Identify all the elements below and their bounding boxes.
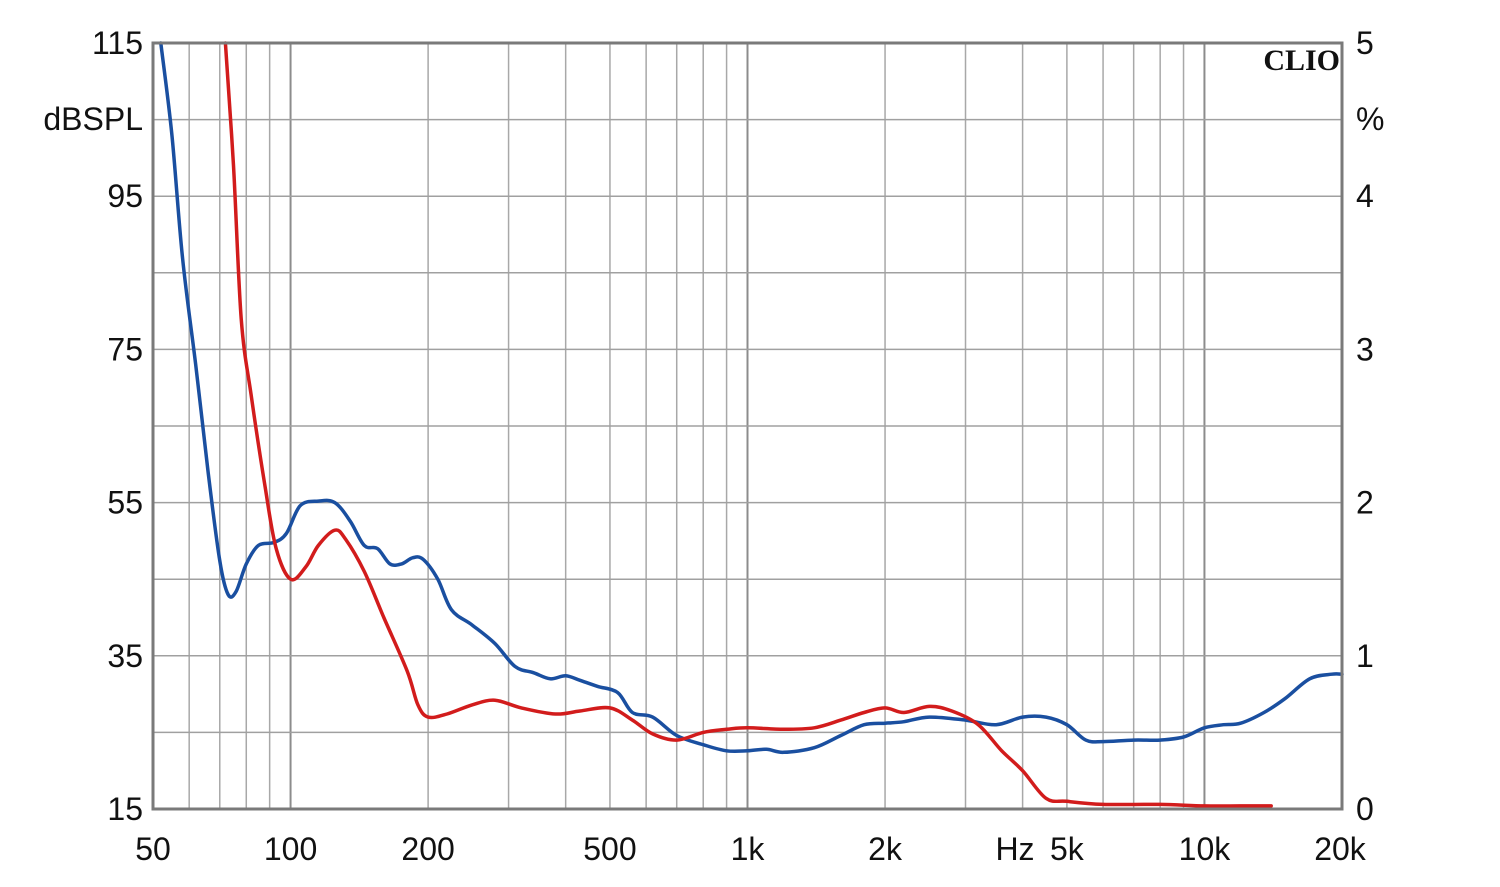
y-left-tick-label: 95 <box>107 178 143 214</box>
y-right-tick-label: 3 <box>1356 331 1374 367</box>
y-left-tick-label: 15 <box>107 791 143 827</box>
x-tick-label: 200 <box>401 831 454 867</box>
plot-frame <box>151 41 1344 811</box>
y-right-tick-label: 1 <box>1356 638 1374 674</box>
clio-brand-label: CLIO <box>1263 44 1340 77</box>
x-tick-label: 500 <box>583 831 636 867</box>
x-tick-label: 100 <box>264 831 317 867</box>
y-right-tick-label: 5 <box>1356 25 1374 61</box>
y-axis-label-left: dBSPL <box>43 101 143 137</box>
series-line-red <box>223 41 1273 808</box>
y-axis-label-right: % <box>1356 101 1384 137</box>
x-tick-label: 2k <box>868 831 903 867</box>
y-right-tick-label: 0 <box>1356 791 1374 827</box>
x-tick-label: 5k <box>1050 831 1085 867</box>
y-left-tick-label: 75 <box>107 331 143 367</box>
series-layer <box>159 41 1344 808</box>
y-right-tick-label: 2 <box>1356 485 1374 521</box>
y-left-tick-label: 55 <box>107 485 143 521</box>
y-left-tick-label: 35 <box>107 638 143 674</box>
x-tick-label: 20k <box>1314 831 1367 867</box>
x-axis-label: Hz <box>995 831 1034 867</box>
series-line-blue <box>159 41 1344 755</box>
x-tick-label: 10k <box>1179 831 1232 867</box>
x-tick-label: 1k <box>731 831 766 867</box>
x-tick-label: 50 <box>135 831 171 867</box>
y-right-tick-label: 4 <box>1356 178 1374 214</box>
grid <box>153 43 1342 809</box>
tick-labels: 115 95 75 55 35 15 5 4 3 2 1 0 50 100 200 500 1k 2k 5k 10k 2… <box>92 25 1374 867</box>
y-left-tick-label: 115 <box>92 25 143 61</box>
